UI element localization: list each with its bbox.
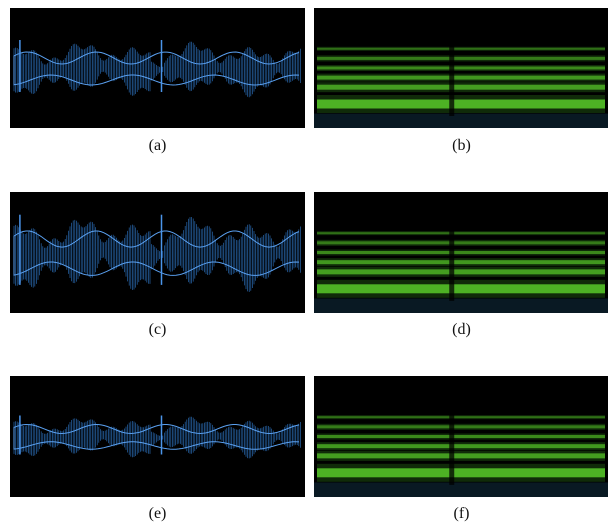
spectral-glow [317, 55, 605, 62]
gap [449, 44, 455, 116]
spectral-band [317, 269, 605, 275]
spectral-band [317, 444, 605, 449]
spectral-glow [317, 258, 605, 267]
spectral-band [317, 56, 605, 60]
spectral-band [317, 284, 605, 294]
waveform-image [10, 8, 305, 128]
spectral-band [317, 425, 605, 429]
spectral-glow [317, 463, 605, 482]
spectral-band [317, 66, 605, 70]
spectral-glow [317, 266, 605, 277]
waveform [13, 41, 301, 98]
waveform-image [10, 192, 305, 313]
noise-floor [314, 113, 608, 128]
envelope [13, 423, 300, 437]
spectral-band [317, 453, 605, 459]
spectral-band [317, 468, 605, 478]
spectrogram-image [314, 8, 608, 128]
spectral-glow [317, 279, 605, 298]
spectral-band [317, 232, 605, 235]
noise-floor [314, 482, 608, 497]
spectral-glow [317, 433, 605, 440]
spectrogram-image [314, 192, 608, 313]
envelope [13, 436, 300, 450]
spectral-glow [317, 249, 605, 256]
waveform-image [10, 376, 305, 497]
spectral-glow [317, 82, 605, 93]
spectral-band [317, 416, 605, 419]
spectral-glow [317, 95, 605, 113]
spectral-band [317, 241, 605, 245]
spectral-glow [317, 415, 605, 420]
spectral-band [317, 75, 605, 80]
caption: (a) [148, 137, 167, 154]
caption: (b) [452, 137, 471, 154]
envelope [13, 68, 300, 86]
spectral-band [317, 47, 605, 50]
spectral-glow [317, 73, 605, 82]
envelope [13, 230, 300, 253]
gap [449, 412, 455, 485]
waveform [13, 416, 301, 459]
spectral-glow [317, 65, 605, 71]
spectral-band [317, 84, 605, 90]
gap [449, 228, 455, 301]
noise-floor [314, 298, 608, 313]
envelope [13, 252, 300, 276]
caption: (d) [452, 321, 471, 338]
spectral-glow [317, 231, 605, 236]
spectral-glow [317, 450, 605, 461]
waveform [13, 217, 301, 292]
caption: (e) [148, 505, 167, 522]
spectrogram-image [314, 376, 608, 497]
spectral-glow [317, 46, 605, 51]
spectral-band [317, 99, 605, 109]
envelope [13, 51, 300, 68]
spectral-glow [317, 423, 605, 430]
spectral-band [317, 435, 605, 438]
caption: (c) [148, 321, 167, 338]
spectral-glow [317, 239, 605, 246]
spectral-glow [317, 442, 605, 451]
spectral-band [317, 260, 605, 265]
caption: (f) [453, 505, 470, 522]
spectral-band [317, 251, 605, 254]
